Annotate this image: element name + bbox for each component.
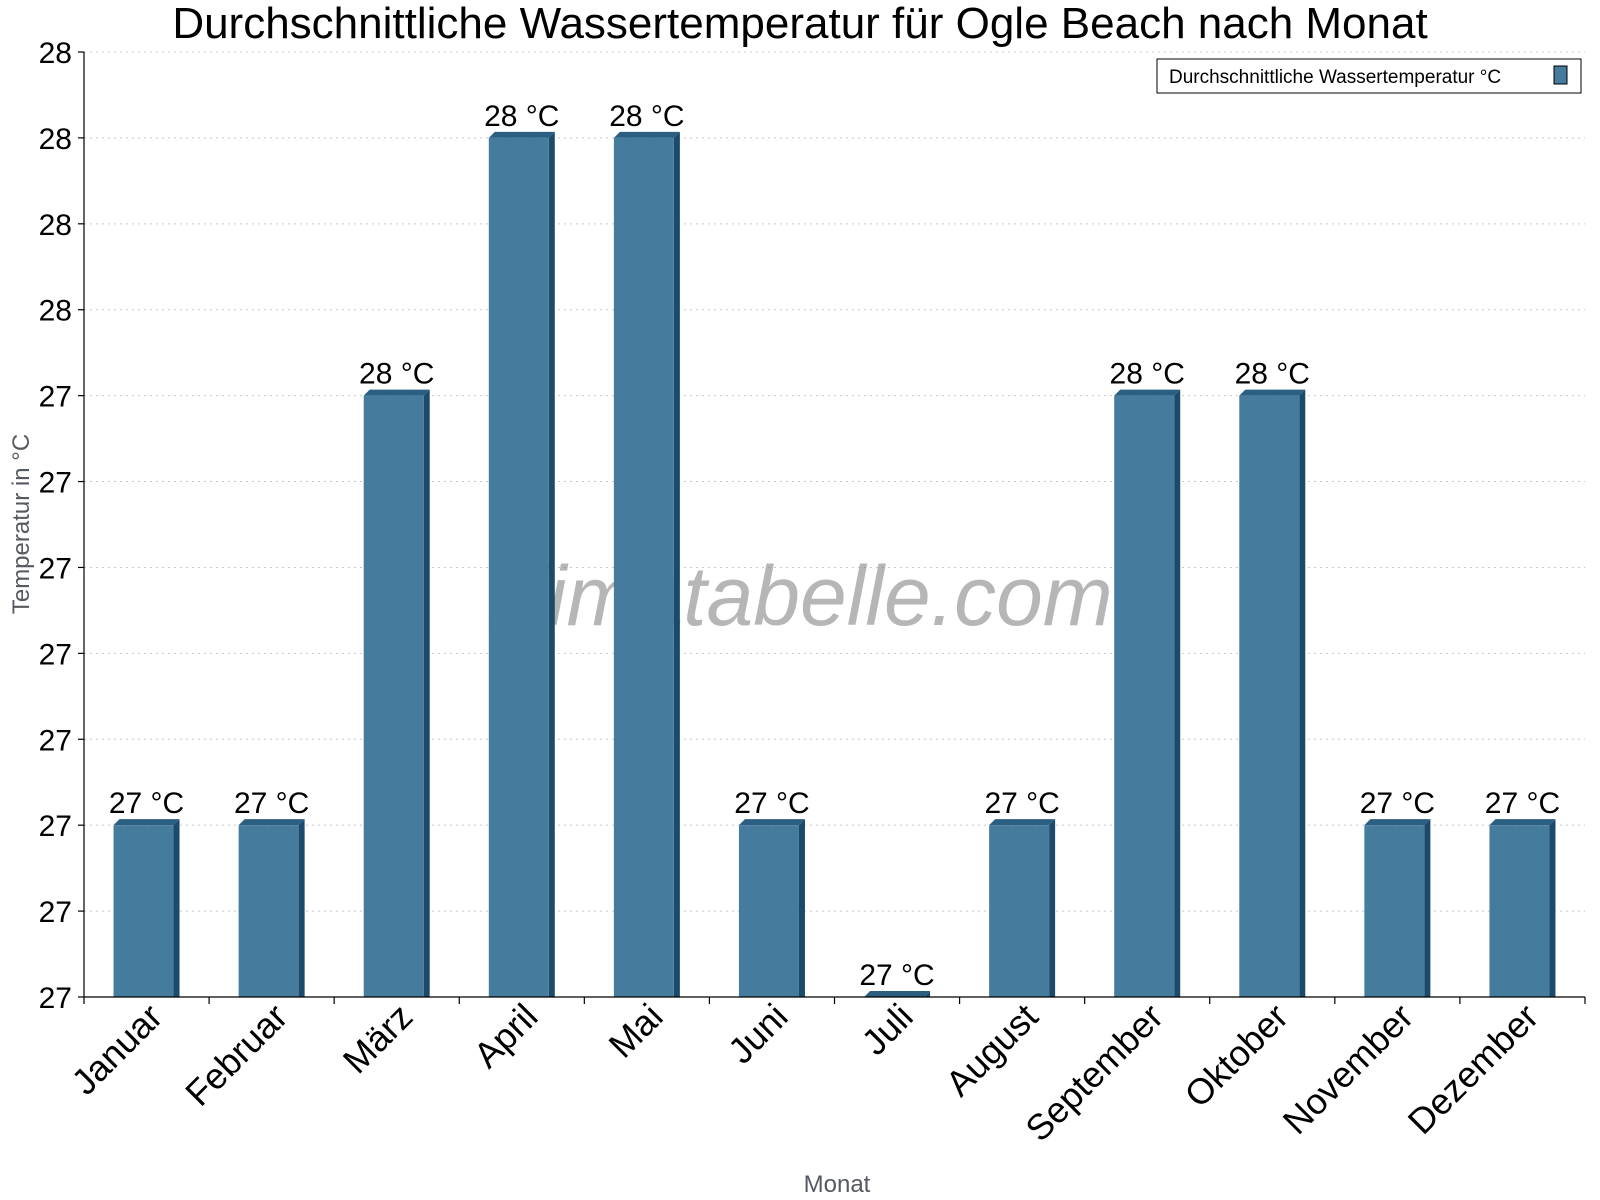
bar-side [798,819,805,997]
bar-november: 27 °C [1360,787,1435,997]
y-tick-label: 27 [39,552,72,585]
bar-top [363,389,430,396]
bar-top [989,819,1056,826]
y-tick-label: 27 [39,896,72,929]
bar-side [173,819,180,997]
bar-front [113,825,174,997]
data-label: 27 °C [734,787,809,820]
bar-februar: 27 °C [234,787,309,997]
x-tick-label: November [1275,996,1421,1142]
bar-side [548,131,555,998]
bar-top [1114,389,1181,396]
data-label: 28 °C [359,358,434,391]
bar-juli: 27 °C [859,959,935,997]
bar-side [1049,819,1056,997]
bar-front [1489,825,1550,997]
bar-side [1549,819,1556,997]
x-tick-label: April [466,996,546,1076]
bar-dezember: 27 °C [1485,787,1560,997]
x-axis-label: Monat [804,1171,871,1198]
y-tick-label: 28 [39,295,72,328]
data-label: 27 °C [984,787,1059,820]
bar-juni: 27 °C [734,787,810,997]
bar-front [613,137,674,998]
x-tick-label: Oktober [1176,996,1296,1116]
bar-top [1364,819,1431,826]
bars: 27 °C 27 °C 28 °C 28 °C 28 °C 27 °C 27 °C 27 °C… [109,100,1560,998]
y-tick-label: 27 [39,724,72,757]
data-label: 28 °C [609,100,684,133]
bar-april: 28 °C [484,100,559,998]
x-tick-label: August [938,996,1046,1104]
bar-januar: 27 °C [109,787,184,997]
bar-front [488,137,549,998]
y-tick-label: 27 [39,982,72,1015]
bar-side [673,131,680,998]
y-tick-label: 28 [39,123,72,156]
bar-side [1174,389,1181,997]
y-tick-label: 27 [39,381,72,414]
x-tick-label: März [335,996,421,1082]
bar-side [1299,389,1306,997]
bar-september: 28 °C [1110,358,1185,997]
x-axis-ticks: Januar Februar März April Mai Juni Juli AugustS… [63,996,1586,1150]
y-tick-label: 27 [39,638,72,671]
bar-side [1424,819,1431,997]
data-label: 27 °C [1485,787,1560,820]
watermark: klimatabelle.com [487,549,1113,643]
x-tick-label: Dezember [1400,996,1546,1142]
bar-front [1239,395,1300,997]
x-tick-label: September [1017,996,1171,1150]
x-tick-label: Juli [854,996,921,1063]
bar-august: 27 °C [984,787,1060,997]
x-tick-label: Juni [720,996,796,1072]
legend: Durchschnittliche Wassertemperatur °C [1156,58,1582,94]
bar-top [1239,389,1306,396]
bar-side [423,389,430,997]
chart-title: Durchschnittliche Wassertemperatur für O… [172,0,1427,48]
bar-märz: 28 °C [359,358,434,997]
legend-label: Durchschnittliche Wassertemperatur °C [1169,67,1501,88]
data-label: 28 °C [484,100,559,133]
y-tick-label: 28 [39,209,72,242]
data-label: 27 °C [859,959,934,992]
bar-front [1364,825,1425,997]
y-tick-label: 27 [39,810,72,843]
data-label: 28 °C [1110,358,1185,391]
bar-top [738,819,805,826]
x-tick-label: Februar [177,996,295,1114]
grid-lines [84,51,1585,998]
y-axis-label: Temperatur in °C [8,434,35,614]
y-tick-label: 27 [39,467,72,500]
data-label: 27 °C [109,787,184,820]
legend-box [1156,58,1582,94]
bar-oktober: 28 °C [1235,358,1310,997]
axes [83,52,1585,998]
bar-front [738,825,799,997]
y-axis-ticks: 27 27 27 27 27 27 27 27 28 28 28 28 [39,37,84,1015]
bar-top [864,991,931,997]
bar-top [113,819,180,826]
y-tick-label: 28 [39,37,72,70]
bar-top [1489,819,1556,826]
data-label: 28 °C [1235,358,1310,391]
data-label: 27 °C [234,787,309,820]
bar-top [613,131,680,138]
x-tick-label: Januar [63,996,170,1103]
bar-side [298,819,305,997]
legend-swatch [1553,65,1568,85]
x-tick-label: Mai [601,996,671,1066]
bar-top [488,131,555,138]
bar-front [238,825,299,997]
bar-front [989,825,1050,997]
bar-front [363,395,424,997]
bar-front [1114,395,1175,997]
bar-mai: 28 °C [609,100,685,998]
bar-top [238,819,305,826]
data-label: 27 °C [1360,787,1435,820]
